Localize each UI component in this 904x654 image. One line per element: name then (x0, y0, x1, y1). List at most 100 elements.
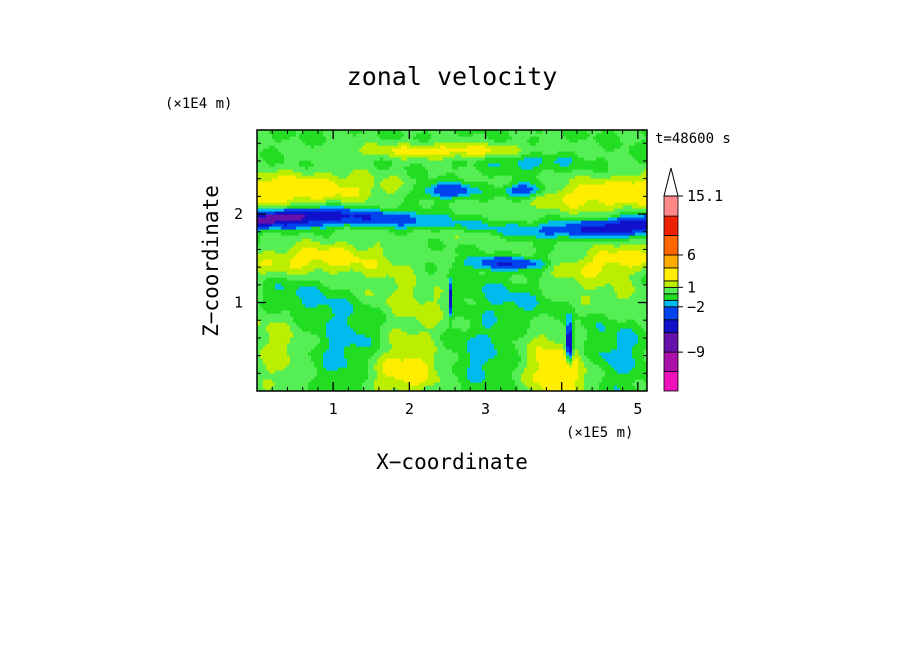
heatmap-cell (530, 364, 534, 368)
heatmap-cell (389, 346, 393, 350)
heatmap-cell (296, 364, 300, 368)
heatmap-cell (326, 388, 330, 391)
heatmap-cell (524, 364, 528, 368)
heatmap-cell (293, 364, 297, 368)
heatmap-cell (593, 358, 597, 362)
heatmap-cell (449, 349, 453, 353)
heatmap-cell (305, 361, 309, 365)
heatmap-cell (386, 358, 390, 362)
heatmap-cell (428, 361, 432, 365)
heatmap-cell (353, 346, 357, 350)
heatmap-cell (569, 373, 573, 377)
heatmap-cell (362, 349, 366, 353)
heatmap-cell (527, 376, 531, 380)
heatmap-cell (599, 388, 603, 391)
heatmap-cell (413, 346, 417, 350)
heatmap-cell (290, 346, 294, 350)
heatmap-cell (326, 370, 330, 374)
heatmap-cell (296, 367, 300, 371)
heatmap-cell (569, 343, 573, 347)
heatmap-cell (410, 370, 414, 374)
heatmap-cell (512, 349, 516, 353)
heatmap-cell (359, 367, 363, 371)
heatmap-cell (530, 370, 534, 374)
heatmap-cell (377, 376, 381, 380)
heatmap-cell (398, 364, 402, 368)
heatmap-cell (479, 382, 483, 386)
heatmap-cell (560, 367, 564, 371)
heatmap-cell (509, 361, 513, 365)
heatmap-cell (518, 361, 522, 365)
heatmap-cell (485, 388, 489, 391)
heatmap-cell (491, 358, 495, 362)
heatmap-cell (416, 376, 420, 380)
heatmap-cell (518, 388, 522, 391)
heatmap-cell (464, 352, 468, 356)
heatmap-cell (392, 379, 396, 383)
heatmap-cell (449, 388, 453, 391)
heatmap-cell (314, 355, 318, 359)
heatmap-cell (272, 370, 276, 374)
heatmap-cell (296, 388, 300, 391)
heatmap-cell (368, 382, 372, 386)
heatmap-cell (563, 388, 567, 391)
heatmap-cell (266, 376, 270, 380)
heatmap-cell (347, 349, 351, 353)
heatmap-cell (389, 382, 393, 386)
heatmap-cell (590, 349, 594, 353)
heatmap-cell (284, 388, 288, 391)
heatmap-cell (458, 355, 462, 359)
heatmap-cell (437, 352, 441, 356)
heatmap-cell (290, 370, 294, 374)
heatmap-cell (482, 379, 486, 383)
heatmap-cell (497, 364, 501, 368)
heatmap-cell (620, 385, 624, 389)
heatmap-cell (329, 358, 333, 362)
heatmap-cell (389, 367, 393, 371)
heatmap-cell (485, 361, 489, 365)
heatmap-cell (257, 379, 261, 383)
heatmap-cell (596, 379, 600, 383)
heatmap-cell (512, 370, 516, 374)
heatmap-cell (362, 376, 366, 380)
heatmap-cell (296, 385, 300, 389)
heatmap-cell (311, 376, 315, 380)
heatmap-cell (446, 343, 450, 347)
heatmap-cell (494, 343, 498, 347)
heatmap-cell (644, 388, 647, 391)
heatmap-cell (374, 385, 378, 389)
heatmap-cell (275, 364, 279, 368)
heatmap-cell (491, 361, 495, 365)
heatmap-cell (308, 385, 312, 389)
heatmap-cell (317, 364, 321, 368)
heatmap-cell (347, 385, 351, 389)
heatmap-cell (512, 388, 516, 391)
heatmap-cell (440, 349, 444, 353)
heatmap-cell (302, 349, 306, 353)
heatmap-cell (392, 349, 396, 353)
heatmap-cell (359, 358, 363, 362)
heatmap-cell (608, 373, 612, 377)
heatmap-cell (332, 361, 336, 365)
heatmap-cell (443, 343, 447, 347)
heatmap-cell (350, 346, 354, 350)
heatmap-cell (419, 376, 423, 380)
heatmap-cell (317, 349, 321, 353)
heatmap-cell (425, 379, 429, 383)
heatmap-cell (392, 352, 396, 356)
heatmap-cell (347, 358, 351, 362)
heatmap-cell (473, 346, 477, 350)
heatmap-cell (617, 358, 621, 362)
heatmap-cell (317, 379, 321, 383)
heatmap-cell (419, 343, 423, 347)
heatmap-cell (425, 370, 429, 374)
heatmap-cell (458, 382, 462, 386)
heatmap-cell (428, 367, 432, 371)
heatmap-cell (272, 382, 276, 386)
heatmap-cell (557, 385, 561, 389)
heatmap-cell (575, 373, 579, 377)
heatmap-cell (602, 382, 606, 386)
heatmap-cell (266, 352, 270, 356)
heatmap-cell (401, 373, 405, 377)
heatmap-cell (563, 385, 567, 389)
